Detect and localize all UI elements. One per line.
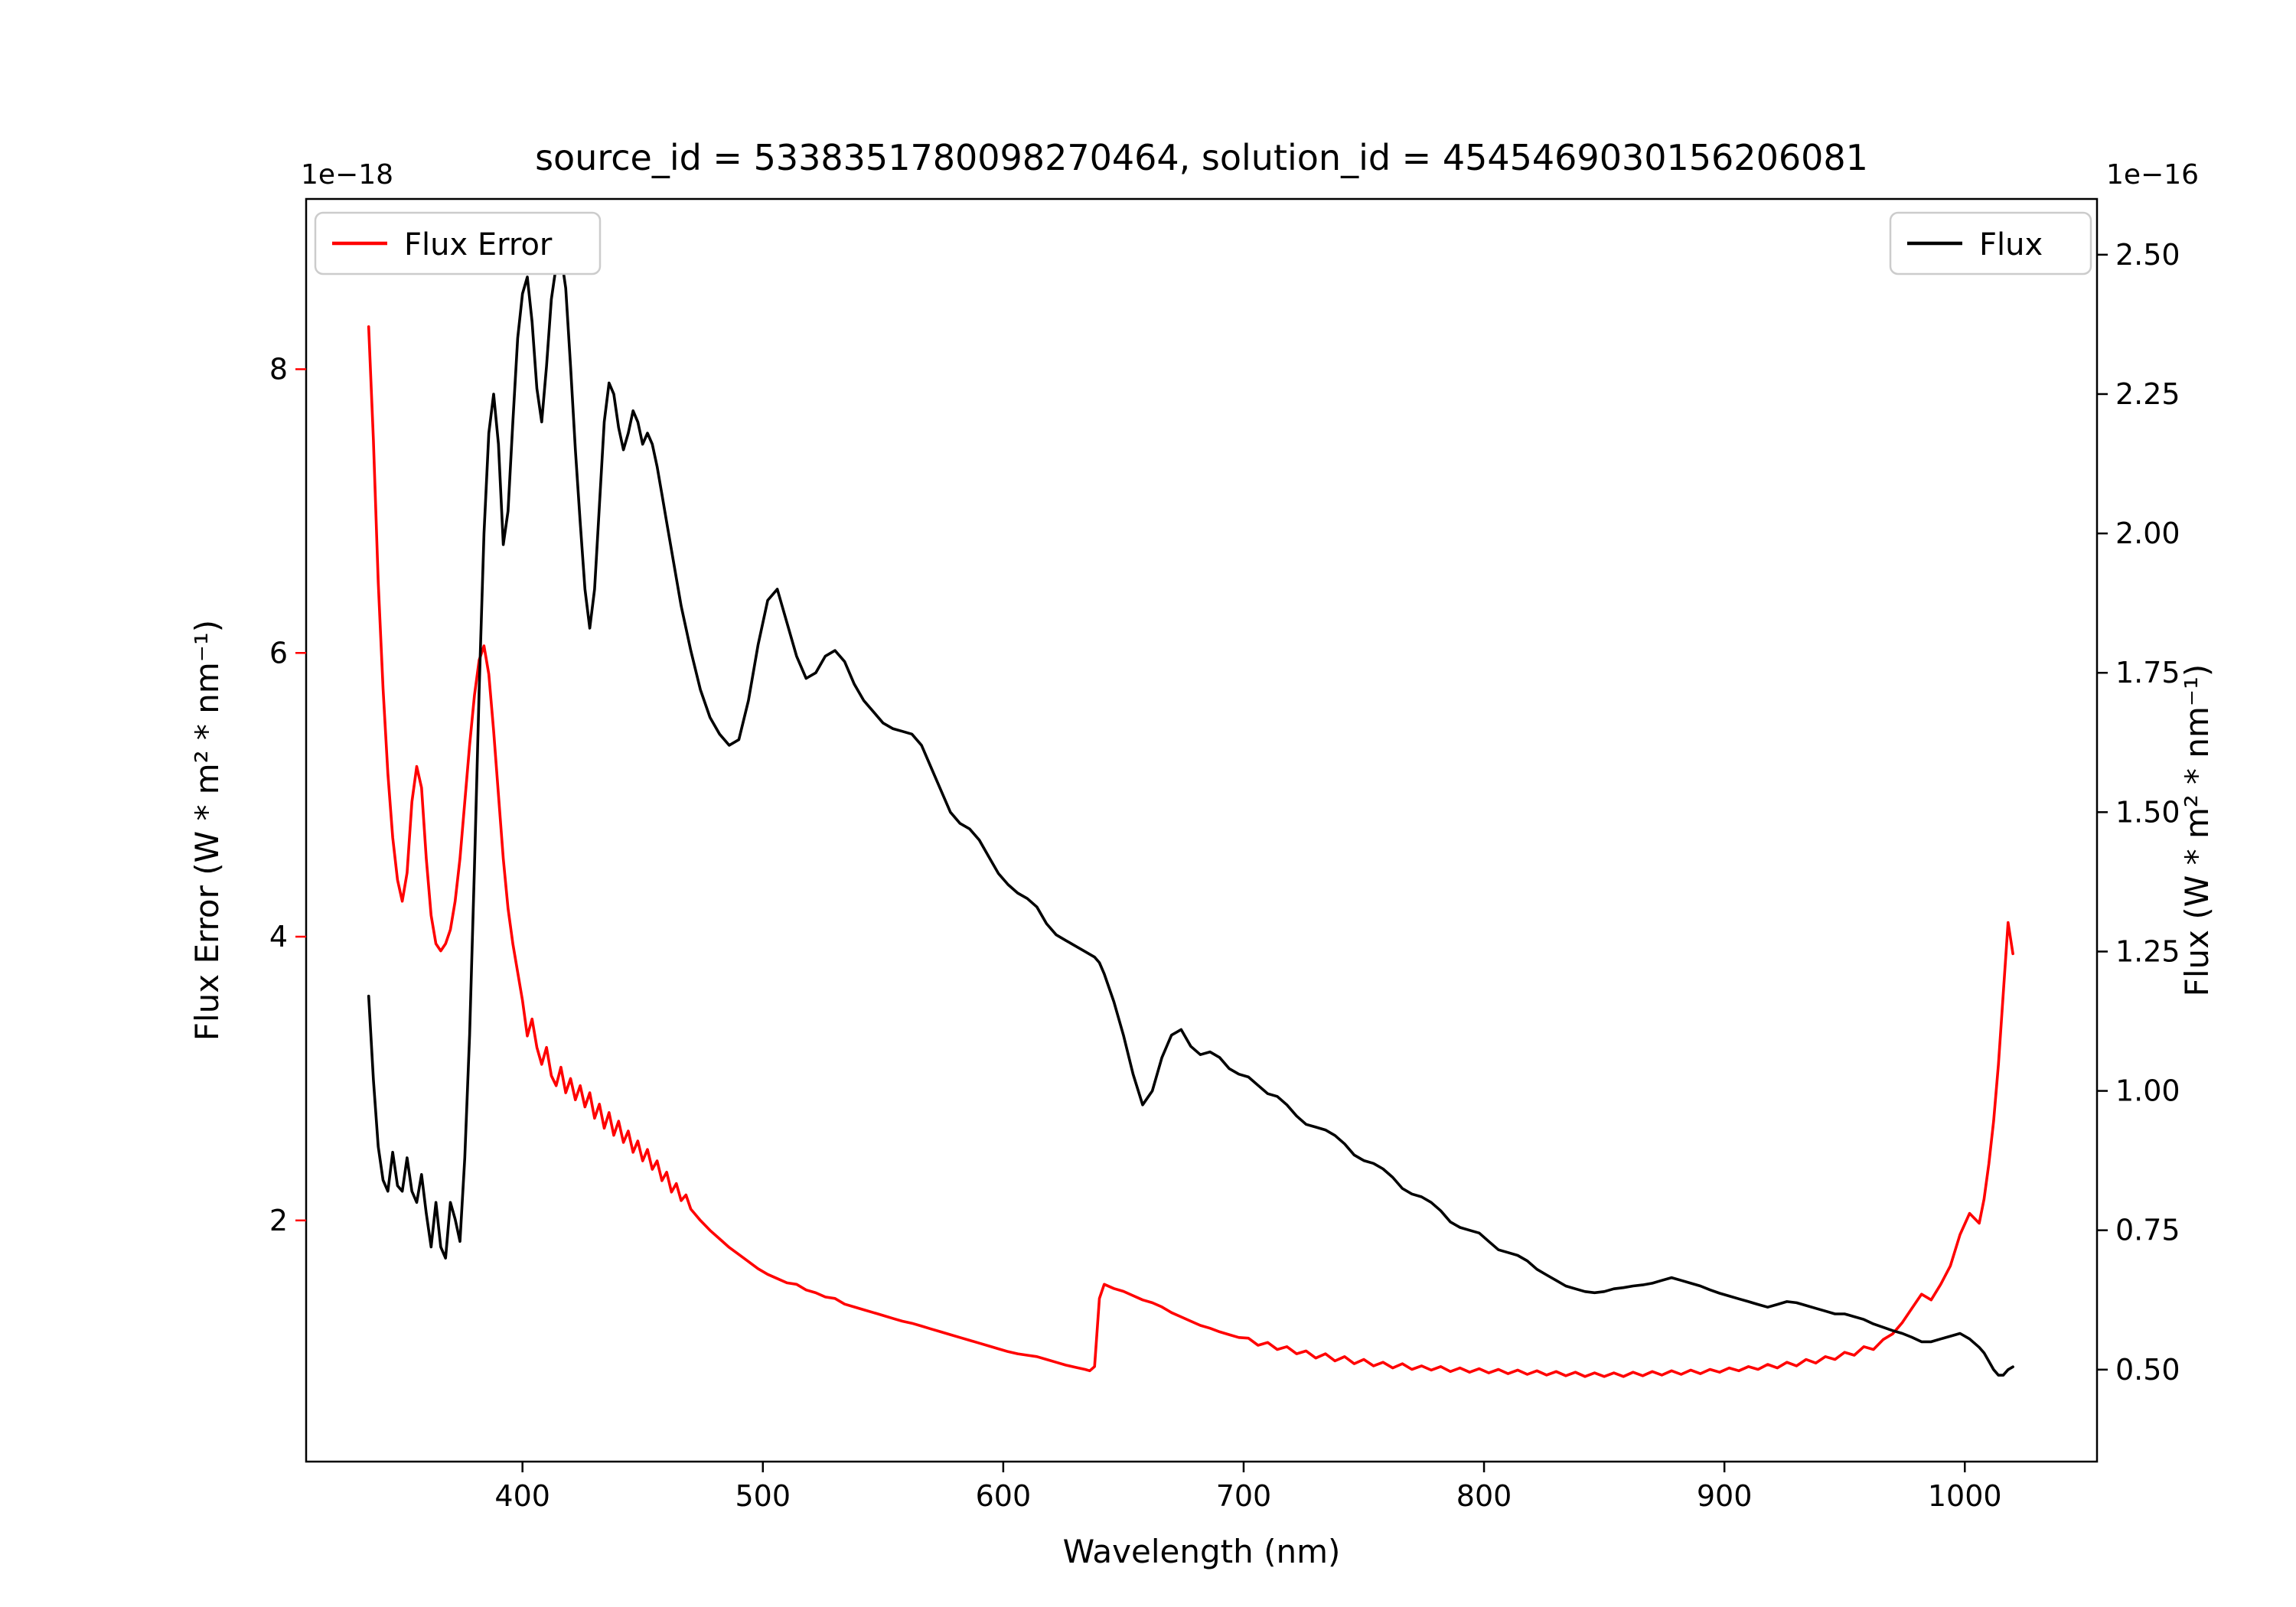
right-tick-label: 2.25 bbox=[2115, 377, 2180, 411]
legend-flux-error-frame bbox=[314, 211, 602, 275]
left-tick-label: 2 bbox=[269, 1204, 288, 1237]
x-tick-label: 700 bbox=[1216, 1479, 1272, 1513]
right-tick-label: 1.00 bbox=[2115, 1074, 2180, 1108]
flux-line bbox=[367, 253, 2014, 1377]
legend-flux: Flux bbox=[1889, 211, 2092, 275]
flux-error-line bbox=[367, 325, 2014, 1378]
x-tick-label: 500 bbox=[735, 1479, 791, 1513]
x-tick-label: 600 bbox=[976, 1479, 1032, 1513]
x-tick-label: 800 bbox=[1456, 1479, 1512, 1513]
right-tick-label: 1.75 bbox=[2115, 656, 2180, 689]
right-tick-label: 1.50 bbox=[2115, 795, 2180, 829]
legend-flux-frame bbox=[1889, 211, 2092, 275]
right-axis-label: Flux (W * m² * nm⁻¹) bbox=[2178, 664, 2216, 997]
legend-flux-error: Flux Error bbox=[314, 211, 602, 275]
right-tick-label: 2.00 bbox=[2115, 517, 2180, 550]
x-tick-label: 900 bbox=[1697, 1479, 1753, 1513]
left-tick-label: 4 bbox=[269, 920, 288, 953]
x-tick-label: 400 bbox=[494, 1479, 550, 1513]
left-axis-ticks: 2 4 6 8 bbox=[269, 352, 306, 1237]
x-axis-label: Wavelength (nm) bbox=[1063, 1533, 1341, 1570]
right-tick-label: 0.75 bbox=[2115, 1214, 2180, 1247]
left-tick-label: 6 bbox=[269, 636, 288, 670]
x-tick-label: 1000 bbox=[1928, 1479, 2002, 1513]
axes-frame bbox=[305, 197, 2099, 1463]
x-axis-ticks: 400 500 600 700 800 900 1000 bbox=[494, 1462, 2002, 1513]
right-tick-label: 2.50 bbox=[2115, 238, 2180, 272]
right-axis-ticks: 0.50 0.75 1.00 1.25 1.50 1.75 2.00 2.25 2.50 bbox=[2097, 238, 2180, 1387]
left-axis-offset-text: 1e−18 bbox=[301, 159, 393, 191]
left-axis-label: Flux Error (W * m² * nm⁻¹) bbox=[188, 620, 226, 1041]
right-tick-label: 0.50 bbox=[2115, 1353, 2180, 1387]
left-tick-label: 8 bbox=[269, 352, 288, 386]
legend-flux-label: Flux bbox=[1979, 227, 2043, 262]
chart-title: source_id = 5338351780098270464, solutio… bbox=[535, 137, 1868, 178]
right-axis-offset-text: 1e−16 bbox=[2106, 159, 2199, 191]
legend-flux-error-label: Flux Error bbox=[404, 227, 553, 262]
right-tick-label: 1.25 bbox=[2115, 934, 2180, 968]
